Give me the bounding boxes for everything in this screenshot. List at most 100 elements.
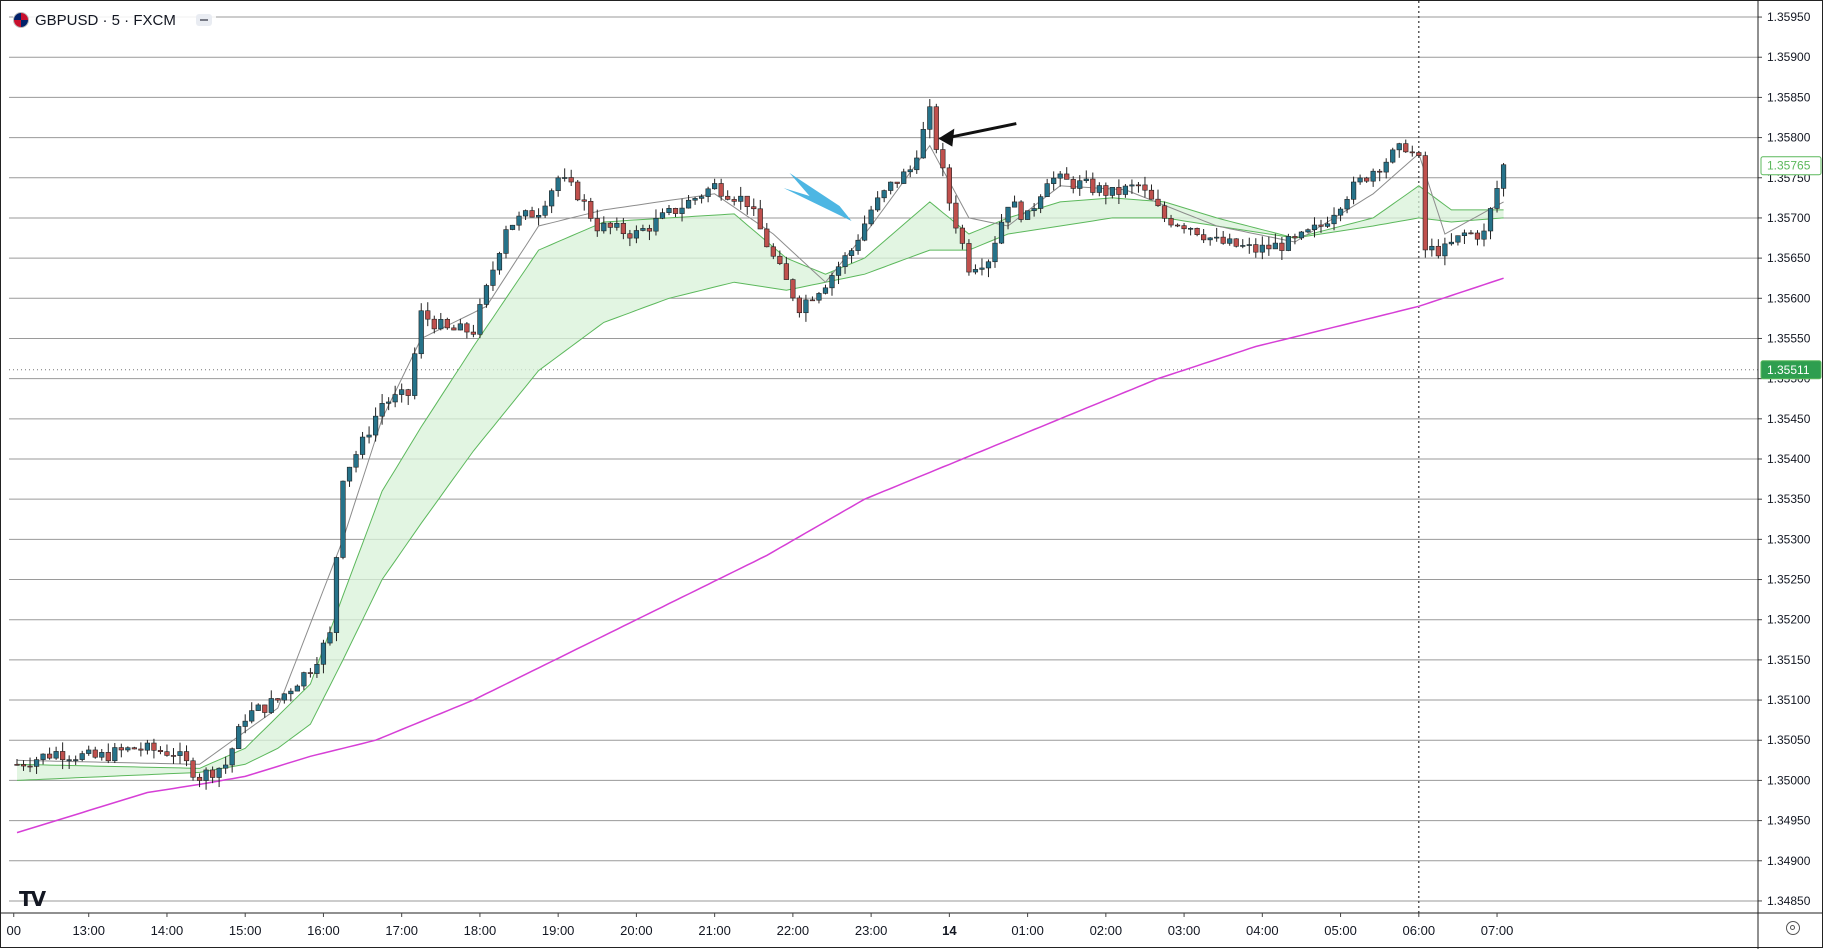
price-tick-label: 1.35900 xyxy=(1767,50,1811,64)
candle-up xyxy=(477,304,483,335)
candle-down xyxy=(790,279,796,299)
candle-up xyxy=(927,106,933,130)
candle-down xyxy=(183,751,190,762)
price-tick-label: 1.35000 xyxy=(1767,773,1811,787)
candle-up xyxy=(659,212,666,219)
candle-up xyxy=(1487,208,1494,232)
candle-up xyxy=(320,642,327,665)
candle-down xyxy=(27,765,33,768)
blue-arrow xyxy=(783,172,852,221)
price-tick-label: 1.35300 xyxy=(1767,532,1811,546)
candle-down xyxy=(1201,234,1207,241)
time-tick-label: 07:00 xyxy=(1481,923,1514,938)
candle-up xyxy=(99,752,105,758)
candle-up xyxy=(509,224,516,230)
candle-up xyxy=(1122,185,1128,195)
ema-slow-line xyxy=(16,277,1504,834)
candle-down xyxy=(620,223,626,235)
candle-up xyxy=(705,188,711,197)
candle-up xyxy=(1351,181,1357,200)
time-tick-label: 00 xyxy=(7,923,21,938)
candle-up xyxy=(418,310,424,355)
candle-up xyxy=(1357,177,1363,183)
time-tick-label: 03:00 xyxy=(1168,923,1201,938)
candle-up xyxy=(1259,244,1265,253)
candle-up xyxy=(1005,206,1011,223)
candle-up xyxy=(301,672,307,687)
time-tick-label: 06:00 xyxy=(1403,923,1436,938)
candle-up xyxy=(327,632,333,644)
candle-up xyxy=(666,208,672,213)
candle-up xyxy=(542,205,548,216)
candle-up xyxy=(1096,185,1102,193)
candle-down xyxy=(1474,232,1481,240)
gbp-usd-flag-icon xyxy=(13,12,29,28)
candle-down xyxy=(1435,245,1441,257)
candle-up xyxy=(1207,237,1213,241)
candle-up xyxy=(1025,210,1031,220)
candle-down xyxy=(1148,189,1155,200)
time-tick-label: 14:00 xyxy=(151,923,184,938)
candle-up xyxy=(490,269,496,286)
candle-up xyxy=(438,319,444,330)
price-tag-label: 1.35511 xyxy=(1767,363,1810,377)
candle-up xyxy=(1272,242,1278,250)
candle-up xyxy=(1083,178,1089,182)
candle-up xyxy=(1324,223,1331,227)
candle-up xyxy=(177,751,183,756)
symbol-header[interactable]: GBPUSD · 5 · FXCM xyxy=(13,9,216,31)
candle-up xyxy=(112,747,118,762)
ema-band-lower-line xyxy=(16,217,1504,781)
candle-up xyxy=(268,698,274,713)
candle-down xyxy=(770,246,776,257)
candle-down xyxy=(1279,242,1285,251)
candle-up xyxy=(679,207,685,214)
time-tick-label: 14 xyxy=(942,923,957,938)
price-tick-label: 1.34850 xyxy=(1767,894,1811,908)
candle-down xyxy=(451,327,457,331)
candle-down xyxy=(1416,152,1422,156)
candle-down xyxy=(275,698,281,701)
candle-up xyxy=(1129,184,1135,187)
candle-up xyxy=(816,293,822,301)
candle-up xyxy=(79,753,85,760)
symbol-title[interactable]: GBPUSD · 5 · FXCM xyxy=(35,11,176,29)
candle-down xyxy=(14,764,20,766)
candle-up xyxy=(685,199,692,209)
time-tick-label: 05:00 xyxy=(1324,923,1357,938)
black-arrow-shaft xyxy=(948,122,1017,140)
candle-down xyxy=(946,167,952,204)
candle-up xyxy=(379,403,385,417)
candle-down xyxy=(744,195,750,207)
candle-up xyxy=(1031,208,1037,212)
candle-down xyxy=(568,177,574,183)
candle-up xyxy=(1285,236,1291,251)
candle-up xyxy=(1188,227,1194,230)
candle-down xyxy=(783,263,789,280)
candle-down xyxy=(157,750,164,752)
time-tick-label: 22:00 xyxy=(777,923,810,938)
candle-up xyxy=(359,436,366,455)
collapse-legend-button[interactable] xyxy=(195,14,212,26)
time-tick-label: 19:00 xyxy=(542,923,575,938)
candle-up xyxy=(822,287,829,294)
candle-up xyxy=(242,720,248,727)
candle-up xyxy=(229,748,235,766)
time-tick-label: 04:00 xyxy=(1246,923,1279,938)
candle-up xyxy=(314,664,320,674)
candle-up xyxy=(40,753,46,760)
candle-down xyxy=(1174,224,1181,227)
price-tick-label: 1.35400 xyxy=(1767,452,1811,466)
candle-down xyxy=(809,299,816,302)
candle-up xyxy=(1246,244,1252,246)
candle-up xyxy=(522,210,529,217)
tradingview-logo[interactable]: TV xyxy=(19,887,46,911)
candle-down xyxy=(1266,244,1272,250)
candle-up xyxy=(633,230,639,239)
time-tick-label: 02:00 xyxy=(1090,923,1123,938)
settings-icon[interactable] xyxy=(1786,921,1800,935)
candle-up xyxy=(535,214,542,218)
candle-down xyxy=(1090,178,1096,193)
candle-up xyxy=(692,198,698,201)
